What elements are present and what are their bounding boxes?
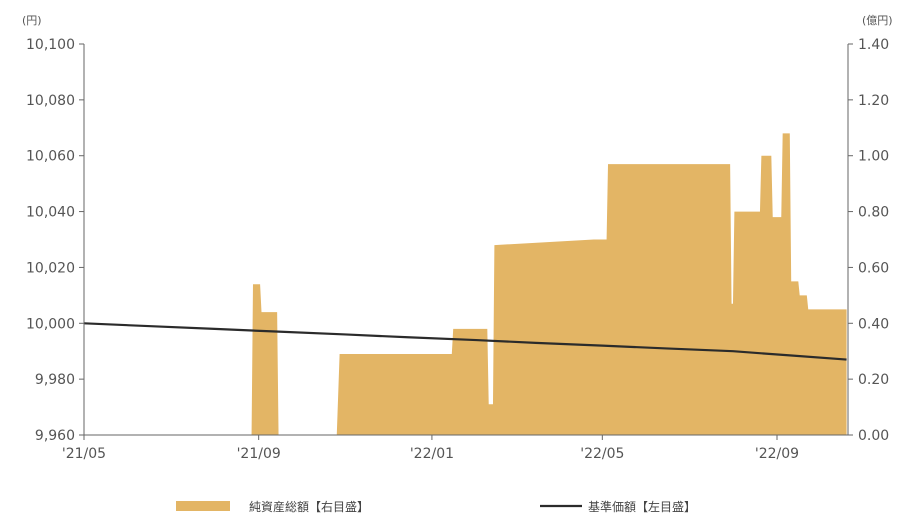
left-tick-label: 10,000 — [26, 316, 75, 332]
x-tick-label: '22/01 — [410, 446, 454, 462]
legend-label-nav: 基準価額【左目盛】 — [588, 499, 696, 514]
right-tick-label: 0.20 — [858, 372, 889, 388]
x-tick-label: '21/05 — [62, 446, 106, 462]
left-tick-label: 10,040 — [26, 205, 75, 221]
right-tick-label: 0.40 — [858, 316, 889, 332]
right-axis-unit: (億円) — [862, 14, 893, 27]
right-tick-label: 0.60 — [858, 260, 889, 276]
right-tick-label: 0.00 — [858, 428, 889, 444]
left-tick-label: 10,060 — [26, 149, 75, 165]
x-tick-label: '22/09 — [755, 446, 799, 462]
left-tick-label: 10,100 — [26, 37, 75, 53]
legend-label-net-assets: 純資産総額【右目盛】 — [249, 499, 369, 514]
nav-line — [83, 322, 847, 361]
legend-swatch-net-assets — [176, 501, 230, 511]
x-tick-label: '21/09 — [237, 446, 281, 462]
x-tick-label: '22/05 — [580, 446, 624, 462]
left-tick-label: 9,980 — [35, 372, 75, 388]
right-tick-label: 1.20 — [858, 93, 889, 109]
left-axis-unit: (円) — [22, 14, 42, 27]
right-tick-label: 0.80 — [858, 205, 889, 221]
net-assets-area — [84, 133, 847, 435]
left-tick-label: 9,960 — [35, 428, 75, 444]
right-tick-label: 1.00 — [858, 149, 889, 165]
left-tick-label: 10,080 — [26, 93, 75, 109]
right-tick-label: 1.40 — [858, 37, 889, 53]
left-tick-label: 10,020 — [26, 260, 75, 276]
